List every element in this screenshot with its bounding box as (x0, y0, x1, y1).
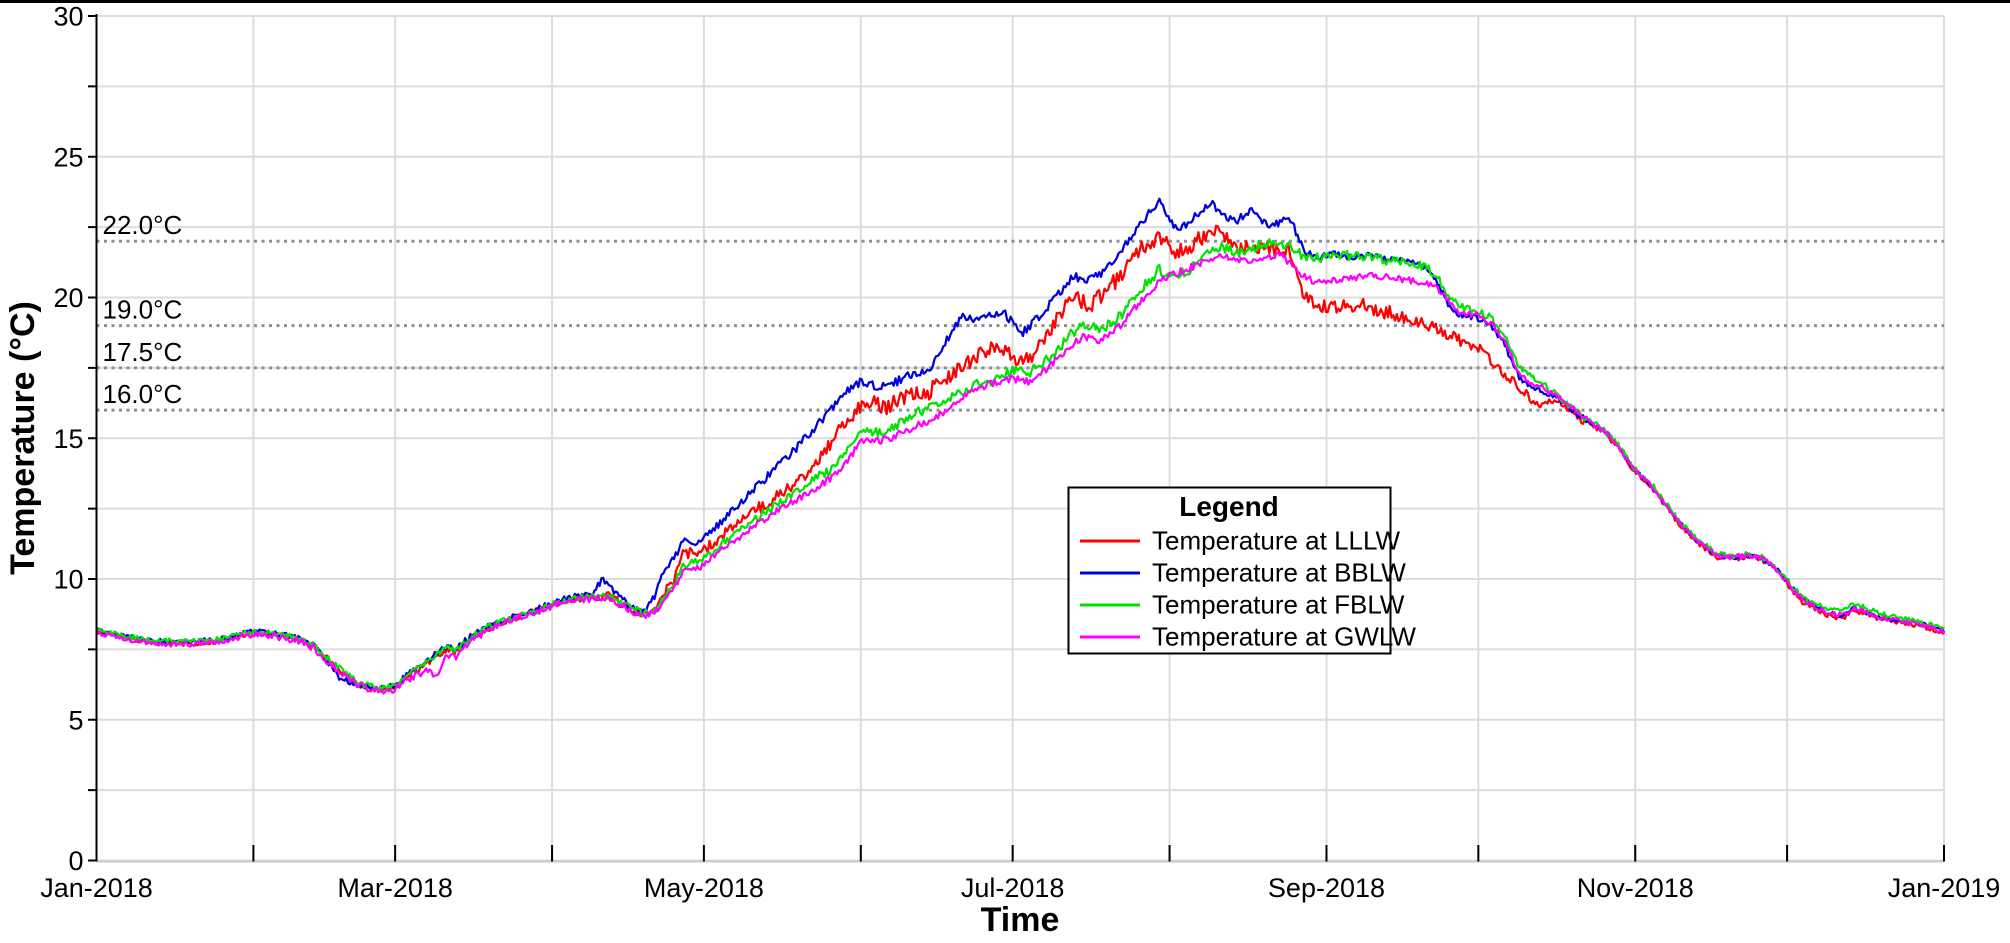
reference-line-label: 17.5°C (103, 337, 183, 367)
x-axis-tick-label: Mar-2018 (337, 873, 453, 903)
series-line-gwlw (95, 251, 1946, 695)
y-axis-tick-label: 30 (53, 2, 83, 32)
legend-box (1067, 486, 1392, 655)
series-line-bblw (96, 197, 1946, 693)
legend-item: Temperature at LLLW (1080, 526, 1401, 556)
legend-item-label: Temperature at FBLW (1152, 590, 1405, 620)
legend-item: Temperature at GWLW (1080, 622, 1416, 652)
y-axis-tick-label: 15 (53, 424, 83, 454)
y-axis-tick-label: 20 (53, 283, 83, 313)
figure-top-border (0, 0, 2010, 3)
gridlines-group (95, 15, 1945, 862)
legend-item: Temperature at BBLW (1080, 558, 1406, 588)
y-axis-tick-label: 0 (68, 846, 83, 876)
x-axis-tick-label: Jul-2018 (961, 873, 1065, 903)
reference-line-label: 16.0°C (103, 379, 183, 409)
reference-line-label: 19.0°C (103, 295, 183, 325)
series-lines-group (95, 197, 1946, 695)
x-axis-title: Time (981, 901, 1060, 939)
x-axis-tick-label: Sep-2018 (1268, 873, 1385, 903)
reference-line-label: 22.0°C (103, 210, 183, 240)
series-line-lllw (95, 224, 1945, 693)
x-axis-tick-label: Jan-2019 (1888, 873, 2001, 903)
x-axis-tick-label: May-2018 (644, 873, 764, 903)
axis-labels-group: 22.0°C 19.0°C 17.5°C 16.0°C 0 5 10 15 20 25 30 Jan-… (40, 2, 2000, 904)
x-axis-tick-label: Nov-2018 (1577, 873, 1694, 903)
series-line-fblw (96, 238, 1945, 692)
legend-title: Legend (1179, 491, 1279, 522)
legend-item-label: Temperature at BBLW (1152, 558, 1406, 588)
y-axis-tick-label: 25 (53, 142, 83, 172)
x-axis-tick-label: Jan-2018 (40, 873, 153, 903)
y-axis-title: Temperature (°C) (4, 301, 42, 575)
axes-group (88, 14, 1945, 863)
y-axis-tick-label: 5 (68, 705, 83, 735)
legend-item: Temperature at FBLW (1080, 590, 1405, 620)
legend-item-label: Temperature at GWLW (1152, 622, 1416, 652)
reference-lines-group (96, 239, 1944, 412)
legend-item-label: Temperature at LLLW (1152, 526, 1401, 556)
y-axis-tick-label: 10 (53, 565, 83, 595)
